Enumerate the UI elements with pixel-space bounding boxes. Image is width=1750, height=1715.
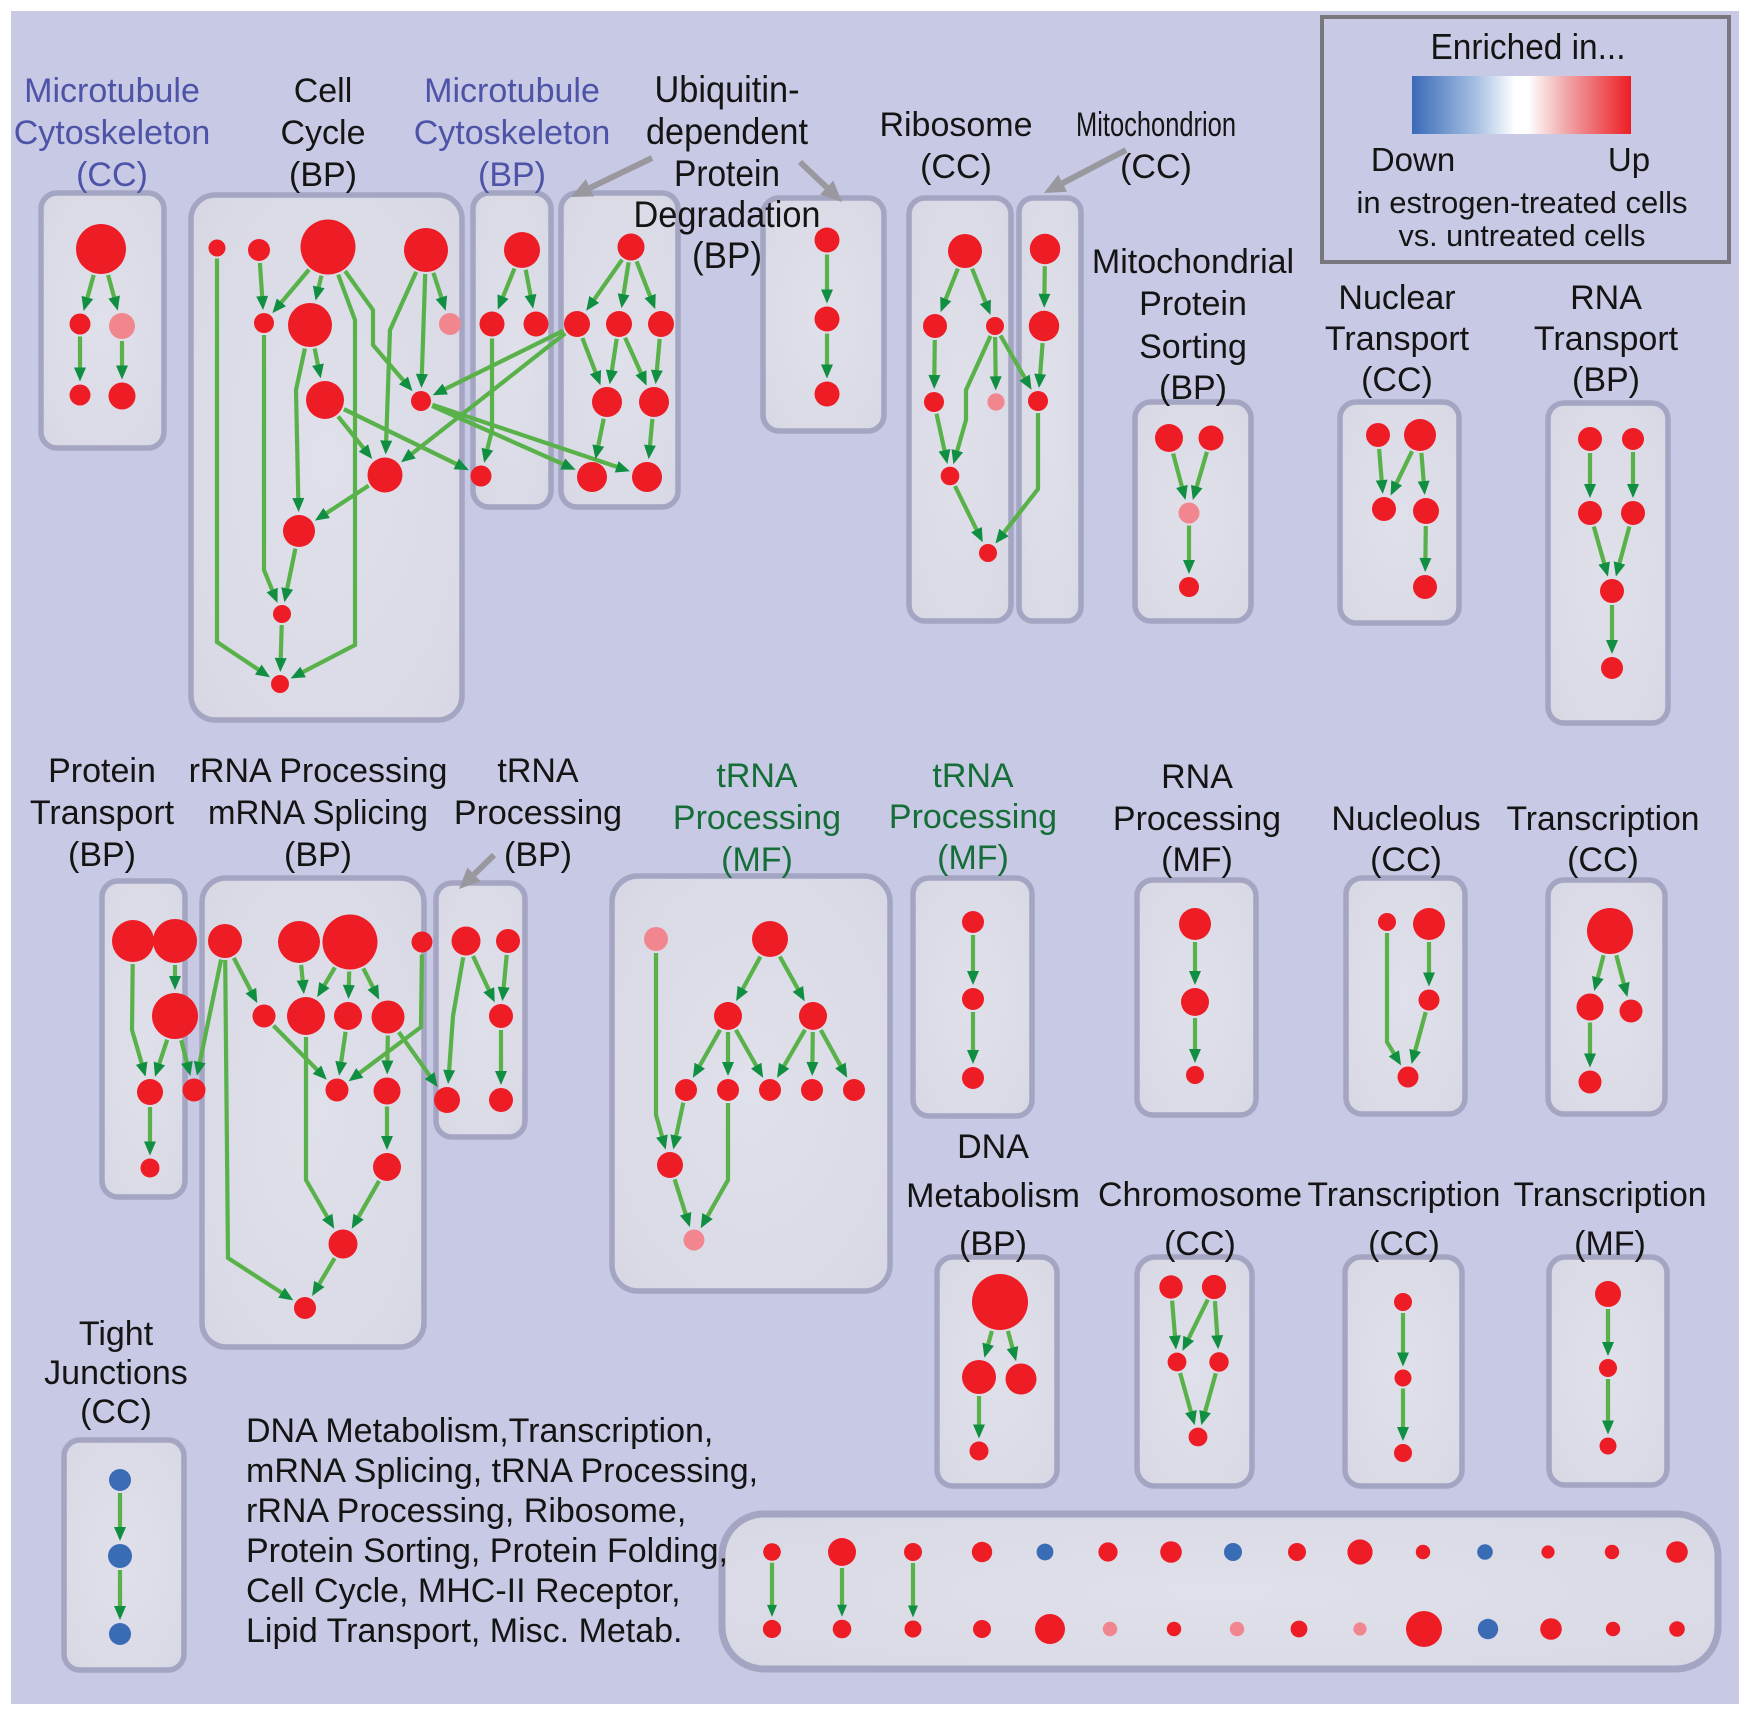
svg-text:tRNA: tRNA [716, 757, 798, 795]
svg-text:Degradation: Degradation [634, 194, 821, 235]
svg-text:(CC): (CC) [1368, 1225, 1440, 1263]
svg-text:(BP): (BP) [478, 156, 546, 194]
svg-text:in estrogen-treated cells: in estrogen-treated cells [1357, 185, 1688, 220]
svg-text:Down: Down [1371, 141, 1455, 178]
svg-text:Transport: Transport [1325, 320, 1470, 358]
svg-text:(CC): (CC) [920, 148, 992, 186]
svg-text:Lipid Transport, Misc. Metab.: Lipid Transport, Misc. Metab. [246, 1612, 683, 1650]
svg-text:(CC): (CC) [1164, 1225, 1236, 1263]
svg-text:Mitochondrion: Mitochondrion [1076, 106, 1236, 144]
svg-text:(CC): (CC) [1370, 841, 1442, 879]
svg-text:Mitochondrial: Mitochondrial [1092, 243, 1294, 281]
svg-text:vs. untreated cells: vs. untreated cells [1399, 218, 1646, 253]
svg-text:Processing: Processing [673, 799, 841, 837]
svg-text:Transport: Transport [1534, 320, 1679, 358]
svg-text:(BP): (BP) [1159, 369, 1227, 407]
svg-text:(CC): (CC) [1120, 148, 1192, 186]
svg-text:(BP): (BP) [284, 836, 352, 874]
svg-text:tRNA: tRNA [497, 752, 579, 790]
svg-text:Protein: Protein [1139, 285, 1247, 323]
svg-text:Transcription: Transcription [1507, 800, 1700, 838]
svg-text:Processing: Processing [1113, 800, 1281, 838]
svg-text:dependent: dependent [646, 111, 809, 152]
svg-text:(BP): (BP) [959, 1225, 1027, 1263]
svg-text:Nucleolus: Nucleolus [1331, 800, 1480, 838]
svg-text:RNA: RNA [1161, 758, 1233, 796]
svg-text:(CC): (CC) [1567, 841, 1639, 879]
svg-text:RNA: RNA [1570, 279, 1642, 317]
svg-text:rRNA Processing: rRNA Processing [189, 752, 448, 790]
svg-text:Junctions: Junctions [44, 1354, 188, 1392]
svg-text:(BP): (BP) [289, 156, 357, 194]
svg-text:Cytoskeleton: Cytoskeleton [14, 114, 211, 152]
svg-text:Microtubule: Microtubule [24, 72, 200, 110]
svg-text:Processing: Processing [454, 794, 622, 832]
svg-text:rRNA Processing, Ribosome,: rRNA Processing, Ribosome, [246, 1492, 686, 1530]
svg-text:(MF): (MF) [1574, 1225, 1646, 1263]
svg-text:(MF): (MF) [721, 841, 793, 879]
svg-text:(BP): (BP) [504, 836, 572, 874]
svg-text:Metabolism: Metabolism [906, 1177, 1080, 1215]
svg-text:Nuclear: Nuclear [1338, 279, 1455, 317]
svg-text:Transcription: Transcription [1308, 1176, 1501, 1214]
svg-text:tRNA: tRNA [932, 757, 1014, 795]
svg-text:Protein: Protein [674, 153, 780, 194]
svg-text:Enriched in...: Enriched in... [1431, 26, 1626, 67]
svg-text:(BP): (BP) [1572, 361, 1640, 399]
svg-text:Protein Sorting, Protein Foldi: Protein Sorting, Protein Folding, [246, 1532, 728, 1570]
svg-text:Cell: Cell [294, 72, 353, 110]
svg-text:Tight: Tight [79, 1315, 154, 1353]
svg-text:Ubiquitin-: Ubiquitin- [655, 69, 800, 110]
svg-text:Ribosome: Ribosome [879, 106, 1032, 144]
svg-text:Cell Cycle, MHC-II Receptor,: Cell Cycle, MHC-II Receptor, [246, 1572, 681, 1610]
svg-text:mRNA Splicing, tRNA Processing: mRNA Splicing, tRNA Processing, [246, 1452, 758, 1490]
svg-text:(MF): (MF) [1161, 841, 1233, 879]
svg-text:DNA Metabolism,Transcription,: DNA Metabolism,Transcription, [246, 1412, 713, 1450]
svg-text:(CC): (CC) [80, 1393, 152, 1431]
svg-text:Processing: Processing [889, 798, 1057, 836]
svg-text:Up: Up [1608, 141, 1650, 178]
svg-text:Transport: Transport [30, 794, 175, 832]
svg-text:Cycle: Cycle [280, 114, 365, 152]
svg-text:mRNA Splicing: mRNA Splicing [208, 794, 428, 832]
svg-text:DNA: DNA [957, 1128, 1029, 1166]
svg-text:Protein: Protein [48, 752, 156, 790]
svg-text:Microtubule: Microtubule [424, 72, 600, 110]
svg-text:Sorting: Sorting [1139, 328, 1247, 366]
svg-text:Transcription: Transcription [1514, 1176, 1707, 1214]
svg-text:(CC): (CC) [1361, 361, 1433, 399]
svg-text:(MF): (MF) [937, 839, 1009, 877]
svg-text:Chromosome: Chromosome [1098, 1176, 1302, 1214]
svg-text:(BP): (BP) [692, 235, 762, 276]
svg-text:(BP): (BP) [68, 836, 136, 874]
svg-text:(CC): (CC) [76, 156, 148, 194]
svg-text:Cytoskeleton: Cytoskeleton [414, 114, 611, 152]
